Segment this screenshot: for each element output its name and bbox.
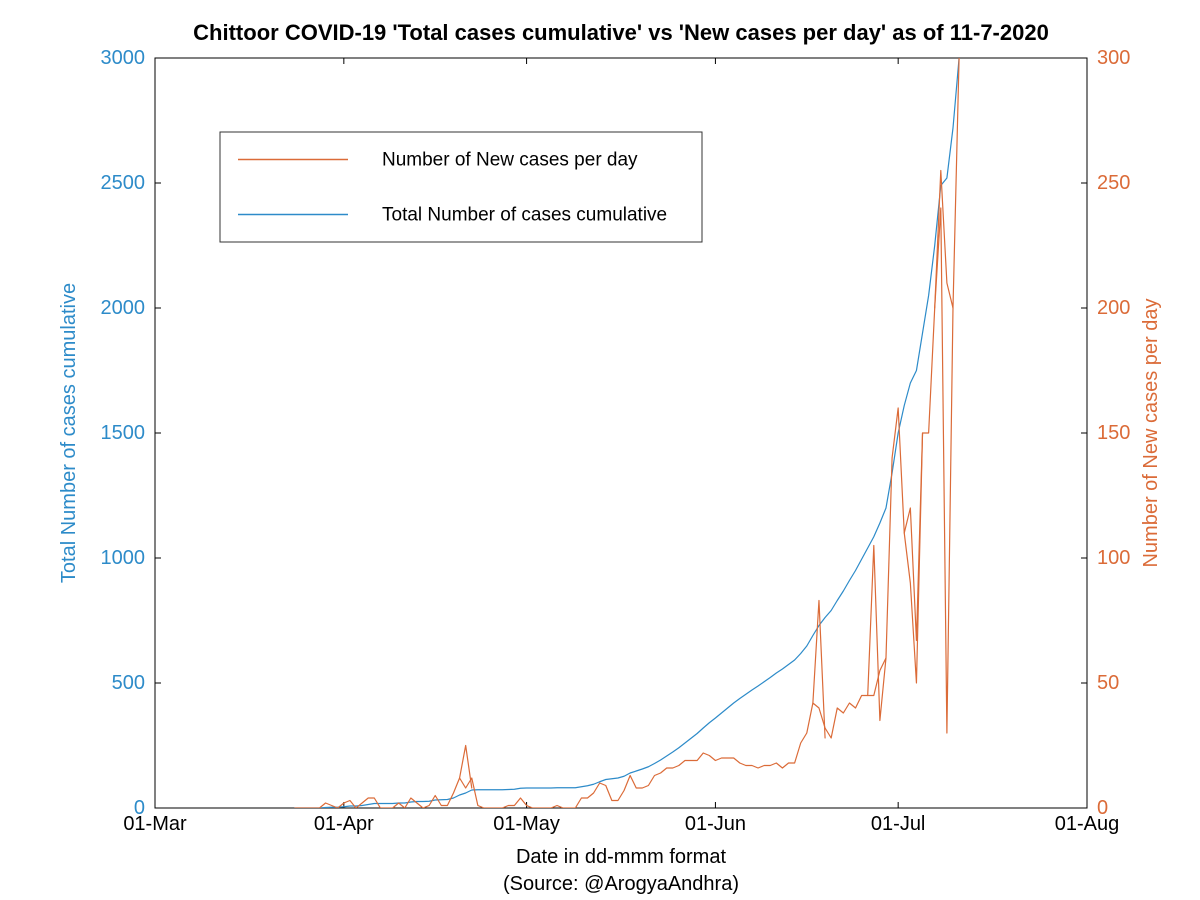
y-right-axis-label: Number of New cases per day: [1140, 298, 1162, 567]
y-right-tick-label: 150: [1097, 422, 1130, 444]
y-left-axis-label: Total Number of cases cumulative: [58, 283, 80, 583]
y-left-tick-label: 1500: [101, 422, 146, 444]
y-left-tick-label: 1000: [101, 547, 146, 569]
x-axis-sublabel: (Source: @ArogyaAndhra): [503, 873, 739, 895]
y-left-tick-label: 0: [134, 797, 145, 819]
y-left-tick-label: 2000: [101, 297, 146, 319]
chart-title: Chittoor COVID-19 'Total cases cumulativ…: [193, 20, 1049, 45]
legend-box: [220, 132, 702, 242]
chart-svg: 01-Mar 01-Apr 01-May 01-Jun 01-Jul 01-Aug Date…: [0, 0, 1200, 900]
x-tick-label: 01-Jul: [871, 813, 925, 835]
y-right-tick-label: 0: [1097, 797, 1108, 819]
legend-label: Total Number of cases cumulative: [382, 205, 667, 226]
y-right-tick-label: 50: [1097, 672, 1119, 694]
legend-label: Number of New cases per day: [382, 150, 638, 171]
series-new_cases_late_spikeB: [868, 546, 886, 721]
y-left-tick-label: 2500: [101, 172, 146, 194]
y-right-tick-label: 250: [1097, 172, 1130, 194]
x-tick-label: 01-Aug: [1055, 813, 1120, 835]
series-new_cases_late_spikeC: [904, 433, 922, 641]
y-right-tick-label: 300: [1097, 47, 1130, 69]
x-tick-label: 01-May: [493, 813, 560, 835]
legend: Number of New cases per day Total Number …: [220, 132, 702, 242]
y-right-tick-label: 100: [1097, 547, 1130, 569]
series-new_cases_late_spikeD: [935, 171, 953, 309]
y-left-tick-label: 500: [112, 672, 145, 694]
y-left-tick-label: 3000: [101, 47, 146, 69]
chart-container: 01-Mar 01-Apr 01-May 01-Jun 01-Jul 01-Aug Date…: [0, 0, 1200, 900]
x-axis-label: Date in dd-mmm format: [516, 846, 726, 868]
y-right-tick-label: 200: [1097, 297, 1130, 319]
series-new_cases_late_spikeA: [813, 601, 825, 739]
x-tick-label: 01-Mar: [123, 813, 187, 835]
x-tick-label: 01-Jun: [685, 813, 746, 835]
x-tick-label: 01-Apr: [314, 813, 374, 835]
